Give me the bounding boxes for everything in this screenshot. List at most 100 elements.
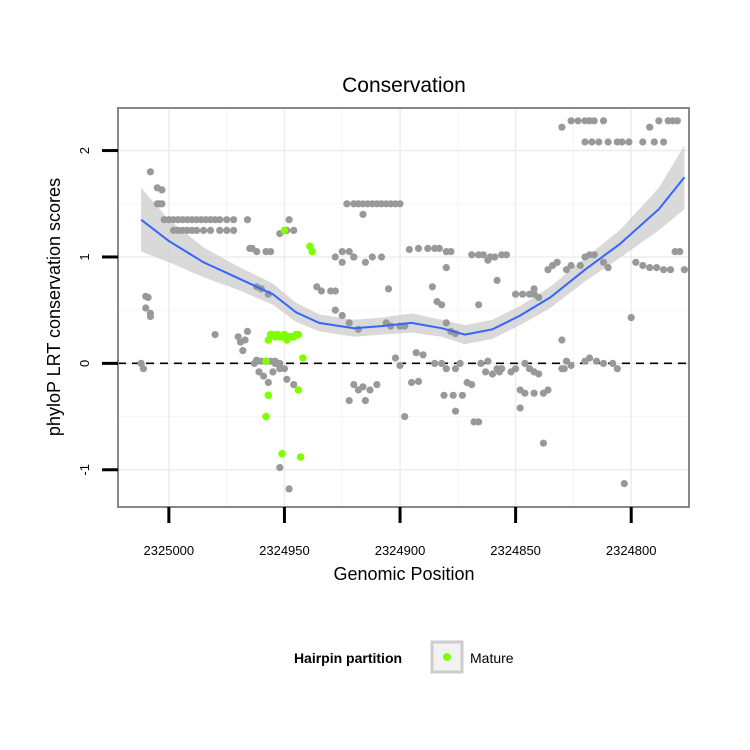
data-point-other [639,138,647,146]
data-point-other [588,138,596,146]
data-point-other [562,266,571,274]
data-point-other [620,480,628,488]
data-point-other [338,311,346,320]
data-point-other [361,397,369,405]
data-point-other [562,357,571,365]
data-point-other [384,285,393,293]
data-point-other [435,244,443,252]
data-point-other [456,359,464,367]
data-point-other [567,261,575,270]
data-point-other [535,370,543,378]
data-point-other [193,226,201,234]
chart-title: Conservation [342,74,466,97]
data-point-other [530,285,538,293]
x-tick-label: 2324900 [375,543,426,558]
plot-panel-border [117,107,690,508]
data-point-other [156,200,164,208]
data-point-other [595,138,603,146]
data-point-other [574,117,582,125]
data-point-other [502,251,510,259]
data-point-other [511,290,520,298]
data-point-other [230,216,238,224]
data-point-other [313,283,321,291]
data-point-other [405,245,413,254]
data-point-other [216,226,224,234]
data-point-other [264,378,272,387]
data-point-other [676,248,684,256]
data-point-other [493,276,501,284]
data-point-other [449,391,457,399]
data-point-other [479,251,487,259]
x-tick-label: 2324950 [259,543,310,558]
data-point-other [447,248,455,256]
data-point-other [368,253,376,261]
plot-panel [118,108,689,507]
data-point-other [639,261,647,270]
data-point-mature [280,226,289,235]
data-point-other [144,293,152,301]
data-point-other [468,381,476,389]
data-point-other [146,168,154,176]
data-point-other [442,365,450,373]
smooth-fit-line [140,176,686,336]
data-point-other [495,368,503,376]
x-tick-label: 2325000 [144,543,195,558]
data-point-other [613,365,621,373]
data-point-other [276,359,284,367]
data-point-other [599,117,608,125]
data-point-other [567,361,575,370]
legend-label-mature: Mature [470,650,514,666]
data-point-other [223,216,231,224]
legend-mature-swatch [443,653,451,661]
data-point-other [484,256,492,264]
data-point-other [361,258,369,266]
data-point-other [475,301,483,309]
data-point-other [158,186,166,194]
data-point-other [491,253,499,261]
legend-title: Hairpin partition [294,650,402,666]
data-point-other [280,365,288,373]
data-point-mature [294,386,303,394]
data-point-other [243,327,252,335]
data-point-other [283,375,291,383]
data-point-other [558,336,566,344]
data-point-other [401,413,409,421]
data-point-other [396,200,404,208]
data-point-other [253,248,261,256]
data-point-other [650,138,658,146]
x-tick-label: 2324850 [490,543,541,558]
data-point-other [285,216,293,224]
data-point-other [412,349,420,357]
data-point-other [468,251,476,259]
data-point-other [438,301,446,309]
other-points [137,117,689,493]
data-point-other [576,261,584,270]
data-point-other [396,361,404,370]
data-point-other [618,138,626,146]
data-point-other [345,319,353,327]
data-point-other [331,306,339,314]
data-point-other [560,365,568,373]
y-tick-label: 2 [77,147,92,154]
data-point-other [345,248,353,256]
data-point-other [482,368,490,376]
confidence-ribbon [141,145,685,345]
data-point-other [475,418,483,426]
data-point-other [521,389,529,397]
data-point-other [680,266,689,274]
data-point-other [451,365,460,373]
data-point-other [377,253,386,261]
data-point-other [627,314,635,322]
data-point-other [285,485,293,493]
data-point-other [345,397,353,405]
data-point-other [604,264,612,272]
data-point-other [535,293,543,301]
data-point-other [317,287,325,295]
data-point-other [666,266,675,274]
data-point-other [206,226,215,234]
data-point-other [516,404,524,412]
data-point-mature [262,412,270,421]
data-point-other [338,258,346,266]
data-point-other [199,226,208,234]
data-point-other [276,464,284,472]
